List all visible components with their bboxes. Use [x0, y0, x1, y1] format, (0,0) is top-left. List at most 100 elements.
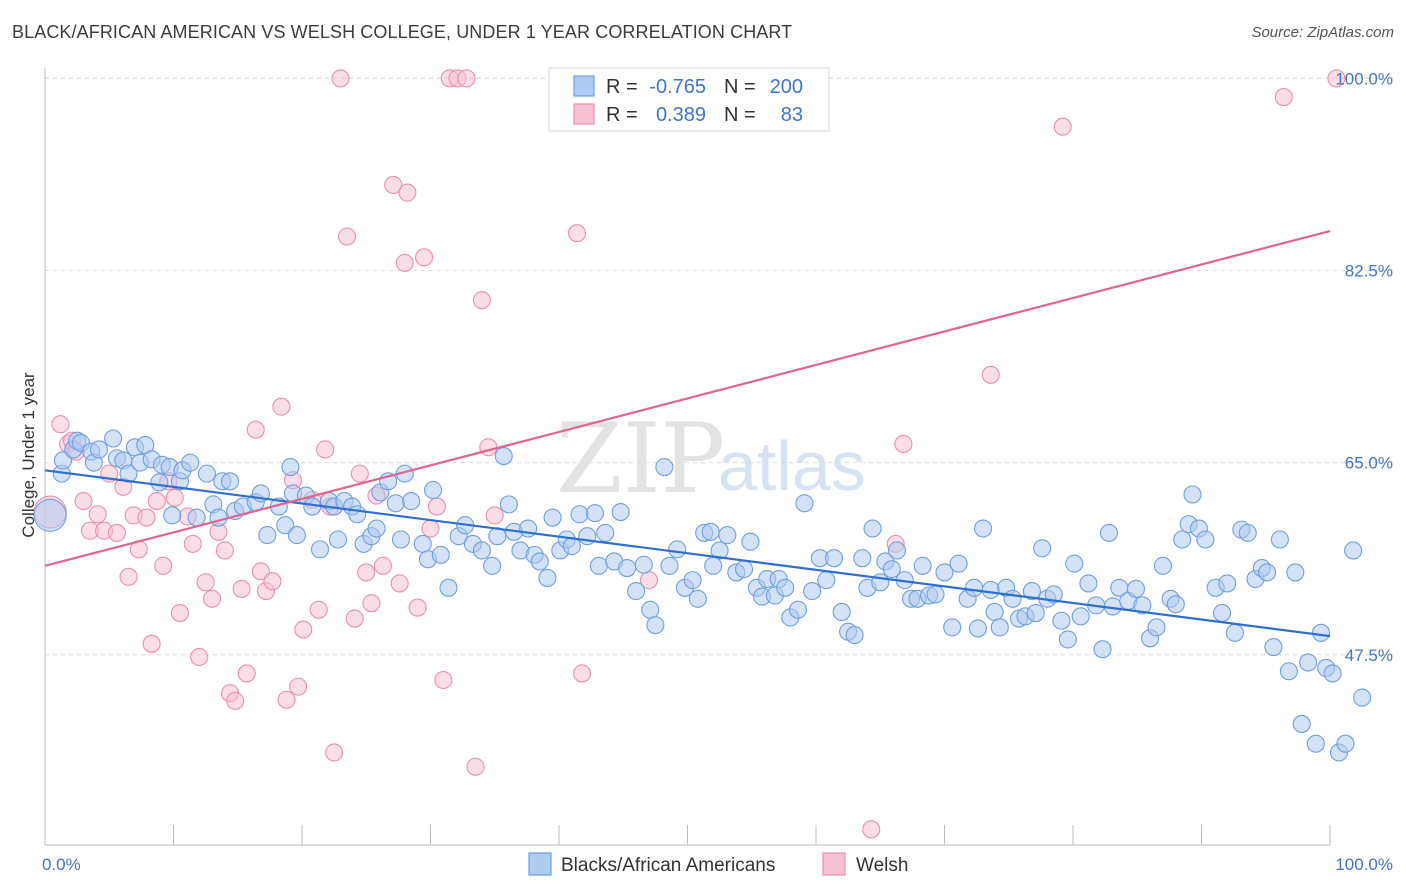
blacks-point [832, 602, 851, 622]
bottom-legend: Blacks/African Americans Welsh [528, 852, 908, 876]
welsh-point [215, 541, 234, 560]
blacks-point [634, 555, 653, 574]
blacks-point [788, 600, 808, 619]
blacks-point [328, 530, 348, 549]
welsh-point [434, 670, 453, 690]
blacks-point [1306, 734, 1325, 753]
welsh-point [457, 69, 476, 88]
y-tick-label: 100.0% [1335, 69, 1393, 88]
blacks-point [472, 541, 491, 560]
blacks-point [776, 578, 795, 597]
blacks-point [1079, 574, 1098, 593]
blacks-point [1279, 662, 1298, 681]
welsh-point [466, 757, 485, 776]
welsh-point [862, 820, 881, 839]
blacks-point [817, 571, 836, 590]
welsh-point [263, 572, 282, 591]
stats-pink-r-value: 0.389 [656, 104, 706, 126]
chart-title: BLACK/AFRICAN AMERICAN VS WELSH COLLEGE,… [12, 22, 793, 42]
welsh-point [147, 492, 166, 511]
watermark-atlas: atlas [718, 427, 866, 505]
blacks-point [104, 429, 123, 448]
blacks-point [413, 534, 432, 553]
welsh-point [237, 664, 256, 683]
welsh-point [337, 227, 357, 246]
stats-pink-swatch [573, 103, 595, 125]
blacks-point [431, 545, 450, 564]
blacks-point [1003, 589, 1022, 608]
welsh-point [395, 253, 414, 272]
blacks-point [1099, 523, 1119, 542]
blacks-point [965, 578, 984, 597]
blacks-point [1323, 664, 1342, 683]
blacks-point [1126, 579, 1146, 598]
welsh-point [485, 506, 504, 525]
welsh-point [408, 598, 427, 617]
blacks-point [734, 560, 754, 579]
blacks-point [220, 472, 240, 491]
welsh-point [1327, 69, 1346, 88]
blacks-point [439, 578, 458, 597]
blacks-point [1225, 623, 1244, 642]
welsh-point [142, 634, 161, 653]
blacks-point [845, 625, 864, 645]
welsh-point [232, 579, 251, 598]
blacks-point [258, 526, 277, 545]
blacks-point [683, 571, 702, 590]
blacks-point [973, 519, 993, 538]
blacks-point [981, 580, 1000, 600]
blacks-point [402, 492, 421, 511]
welsh-point [894, 434, 913, 454]
legend-blue-swatch [528, 852, 552, 876]
welsh-point [196, 573, 215, 592]
blacks-point [887, 541, 907, 560]
welsh-point [573, 664, 592, 683]
welsh-point [325, 743, 344, 762]
welsh-point [479, 438, 498, 457]
welsh-point [203, 589, 222, 608]
welsh-point [119, 567, 138, 586]
blacks-point [968, 619, 987, 638]
welsh-point [165, 488, 184, 507]
blacks-point [985, 602, 1004, 622]
blacks-point [1166, 595, 1185, 614]
blacks-point [824, 549, 844, 568]
stats-pink-n-value: 83 [781, 104, 803, 126]
blacks-point [1065, 554, 1084, 573]
blacks-point [718, 526, 737, 545]
blacks-point [589, 556, 608, 575]
blacks-point [276, 516, 295, 535]
stats-blue-r-value: -0.765 [649, 76, 706, 98]
stats-blue-n-value: 200 [770, 76, 803, 98]
welsh-point [190, 647, 209, 667]
tick-labels: 47.5% 65.0% 82.5% 100.0% 0.0% 100.0% [42, 69, 1393, 874]
blacks-point [1093, 640, 1112, 659]
welsh-point [331, 69, 350, 88]
source-label: Source: ZipAtlas.com [1251, 24, 1394, 41]
welsh-point [107, 523, 127, 542]
welsh-point [226, 691, 245, 710]
blacks-point [367, 519, 386, 538]
welsh-point [316, 440, 335, 459]
stats-pink-n-label: N = [724, 104, 756, 126]
welsh-point [309, 600, 328, 619]
blacks-point [1353, 688, 1372, 707]
stats-box-frame [548, 67, 830, 132]
blacks-point [1026, 604, 1045, 623]
welsh-point [272, 397, 291, 416]
blacks-point [1058, 630, 1077, 649]
blacks-point [1292, 714, 1311, 733]
blacks-point [795, 494, 814, 513]
welsh-point [51, 415, 70, 434]
blacks-point [543, 508, 562, 527]
blacks-point [1173, 530, 1192, 549]
welsh-point [350, 464, 369, 483]
blacks-point [281, 457, 300, 477]
blacks-point [424, 481, 443, 500]
y-tick-label: 82.5% [1345, 262, 1393, 281]
blacks-point [1196, 530, 1215, 549]
welsh-point [183, 534, 202, 553]
blacks-point [1299, 653, 1318, 672]
blacks-point [1071, 607, 1090, 626]
